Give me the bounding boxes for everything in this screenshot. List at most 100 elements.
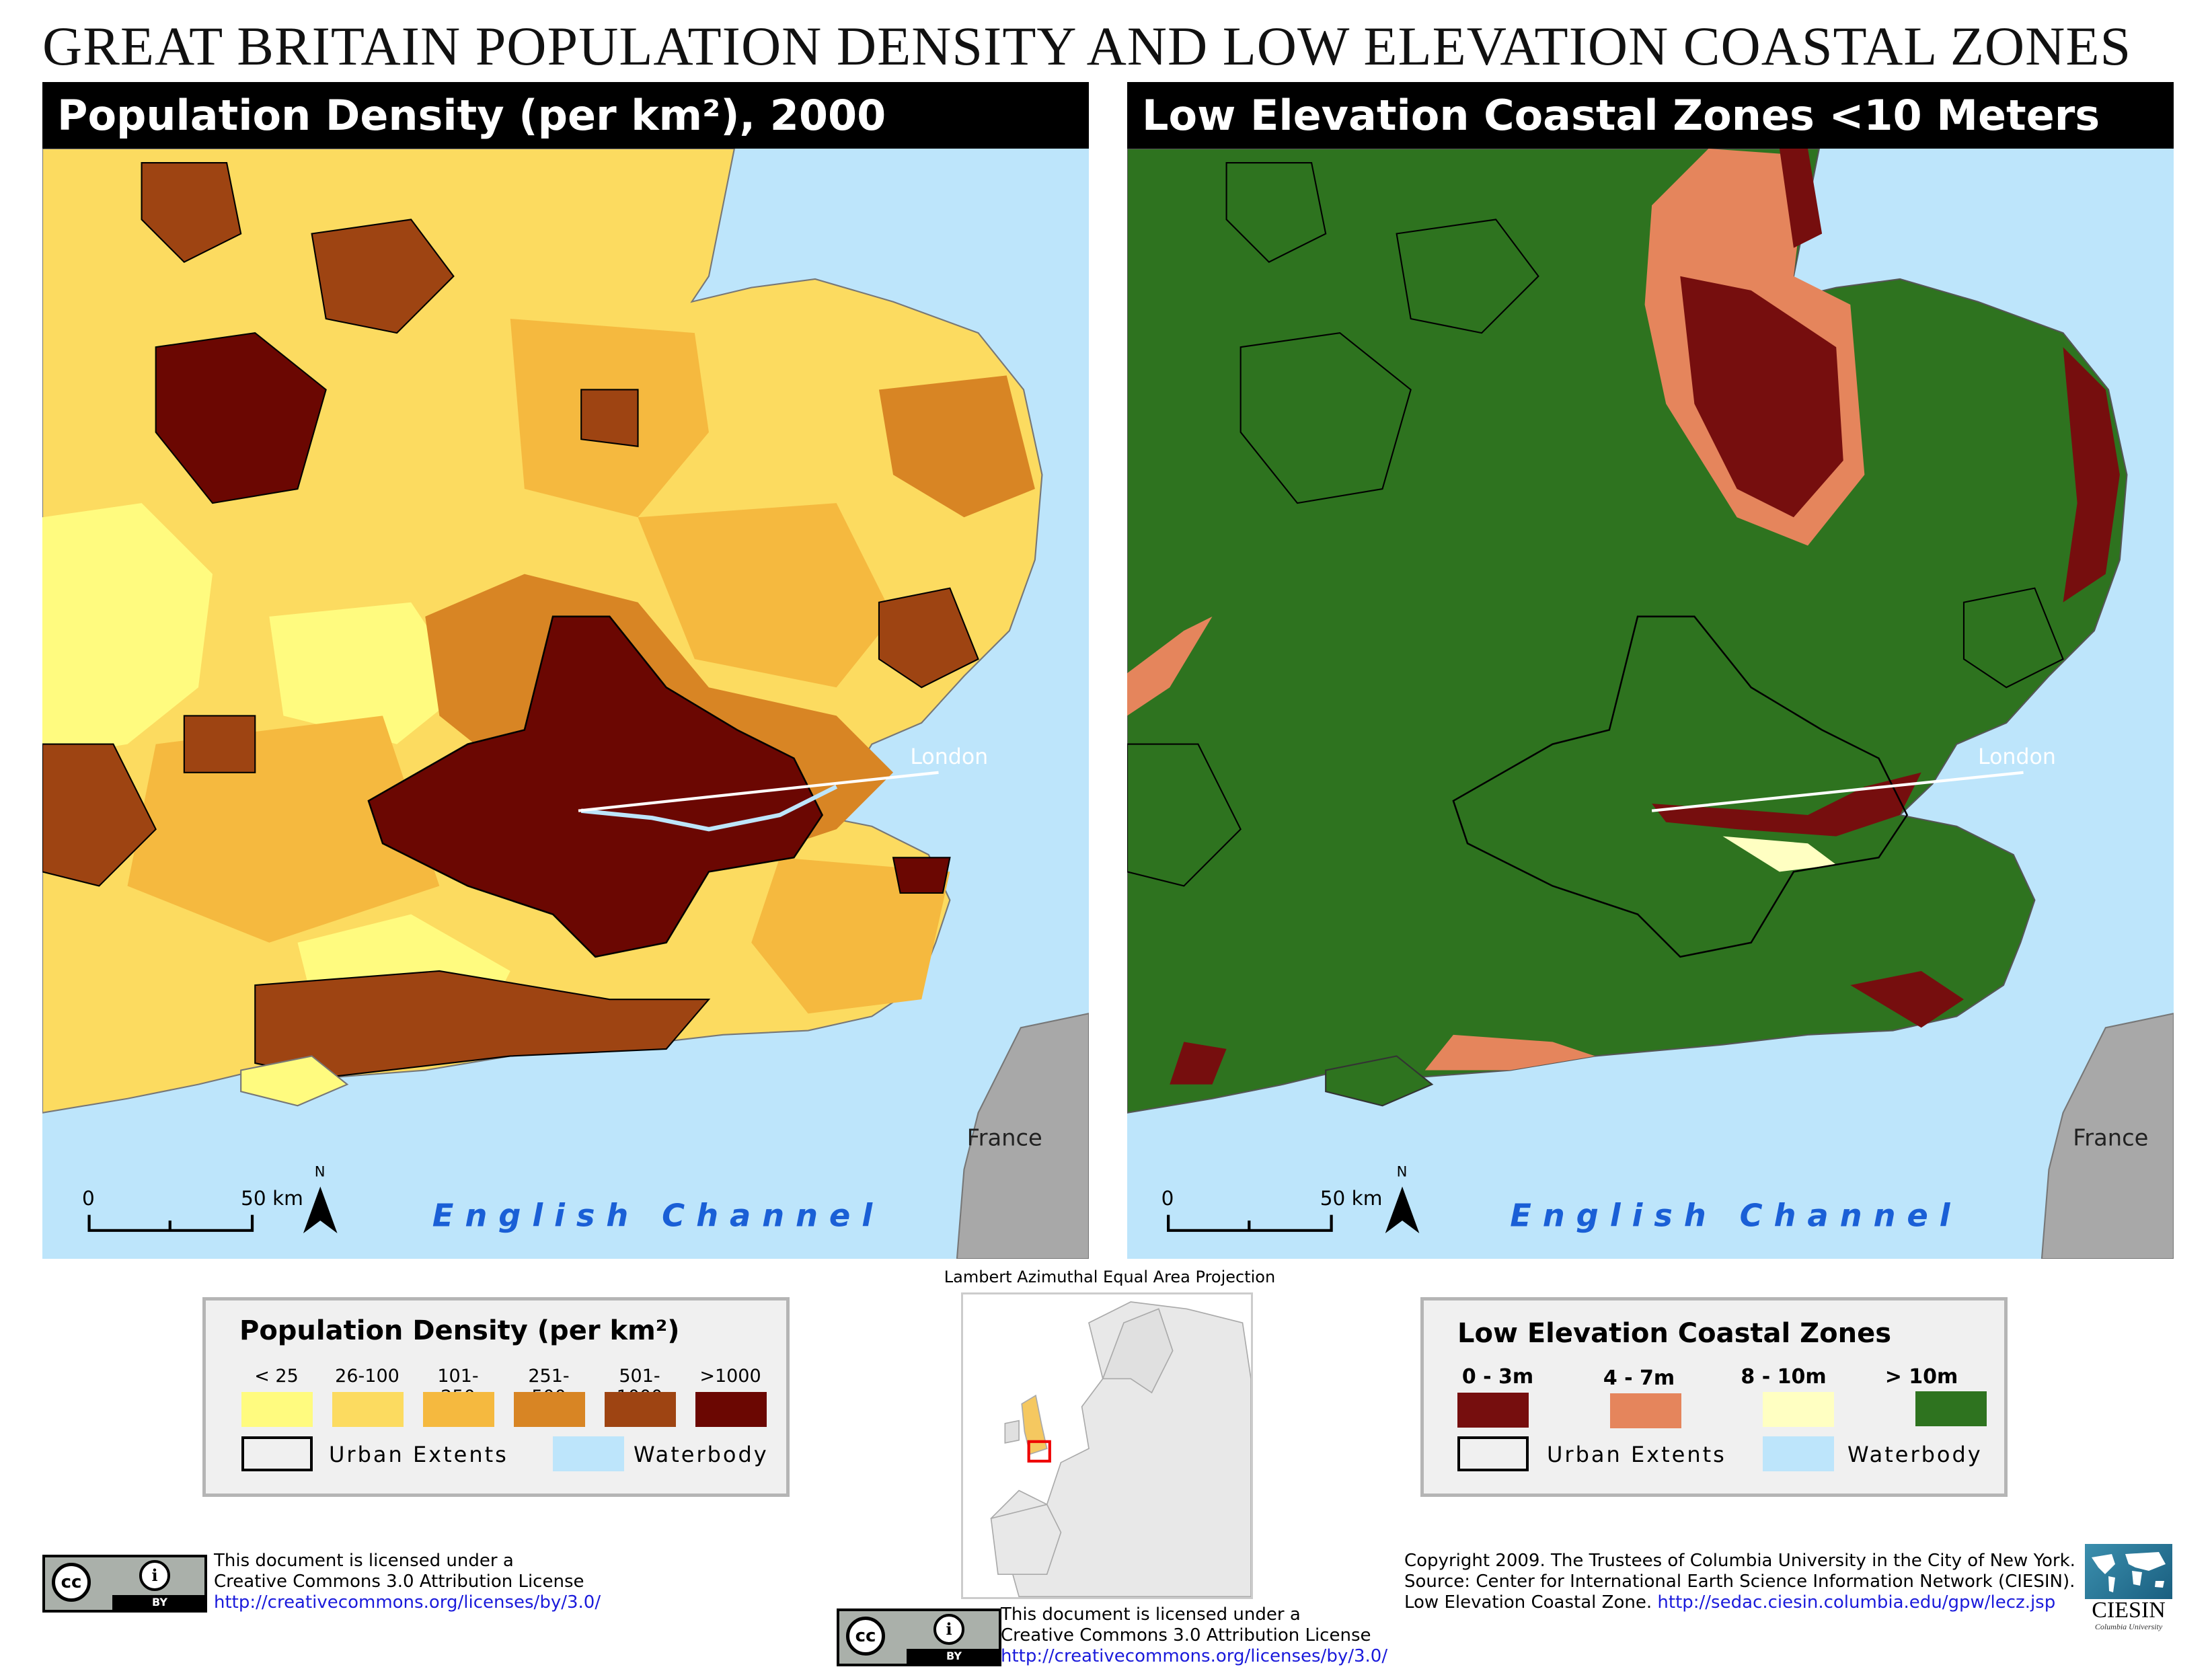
urban-extent bbox=[155, 332, 327, 504]
ciesin-logo: CIESIN Columbia University bbox=[2085, 1544, 2172, 1632]
france-land bbox=[956, 1013, 1089, 1259]
legend-title: Low Elevation Coastal Zones bbox=[1457, 1318, 1892, 1349]
isle-of-wight bbox=[1325, 1055, 1434, 1107]
scale-start: 0 bbox=[82, 1187, 95, 1210]
legend-class-label: 26-100 bbox=[335, 1366, 399, 1387]
cc-by-badge[interactable]: cc i BY bbox=[42, 1555, 207, 1613]
lecz-0-3m-area bbox=[1652, 772, 1921, 837]
thames-river bbox=[580, 785, 838, 832]
legend-swatch-4-7m bbox=[1610, 1393, 1681, 1428]
by-label: BY bbox=[907, 1649, 1001, 1664]
land-gb bbox=[1127, 149, 2128, 1114]
london-leader-line bbox=[578, 771, 939, 812]
urban-extent bbox=[878, 587, 979, 689]
legend-water-swatch bbox=[1763, 1436, 1834, 1471]
cc-icon: cc bbox=[52, 1563, 91, 1602]
urban-extent bbox=[1240, 332, 1412, 504]
legend-water-label: Waterbody bbox=[634, 1442, 769, 1467]
urban-extent bbox=[183, 715, 256, 773]
lecz-0-3m-area bbox=[1680, 276, 1843, 518]
legend-urban-label: Urban Extents bbox=[1547, 1442, 1726, 1467]
license-text: This document is licensed under a Creati… bbox=[1001, 1604, 1387, 1667]
map-title: GREAT BRITAIN POPULATION DENSITY AND LOW… bbox=[42, 15, 2132, 77]
license-line: This document is licensed under a bbox=[1001, 1604, 1301, 1625]
lecz-4-7m-area bbox=[1424, 1034, 1595, 1071]
lecz-0-3m-area bbox=[1127, 616, 1213, 716]
license-text: This document is licensed under a Creati… bbox=[214, 1551, 601, 1613]
license-link[interactable]: http://creativecommons.org/licenses/by/3… bbox=[1001, 1646, 1388, 1666]
low-density-area bbox=[269, 602, 468, 744]
source-line: Source: Center for International Earth S… bbox=[1404, 1572, 2075, 1592]
legend-class-label: > 10m bbox=[1884, 1365, 1958, 1389]
iberia bbox=[990, 1504, 1062, 1575]
france-label: France bbox=[2073, 1124, 2148, 1151]
urban-extent bbox=[1962, 587, 2064, 689]
license-line: This document is licensed under a bbox=[214, 1551, 514, 1571]
attribution-icon: i bbox=[139, 1560, 170, 1591]
lecz-map: London France English Channel 0 50 km N bbox=[1127, 149, 2174, 1259]
legend-swatch-26-100 bbox=[332, 1392, 404, 1427]
cc-by-badge[interactable]: cc i BY bbox=[837, 1608, 1001, 1666]
world-map-icon bbox=[2085, 1544, 2172, 1599]
london-label: London bbox=[1978, 745, 2056, 769]
medium-density-area bbox=[751, 857, 950, 1014]
legend-swatch-gt10m bbox=[1915, 1391, 1987, 1426]
legend-swatch-lt25 bbox=[241, 1392, 313, 1427]
ireland bbox=[1004, 1420, 1020, 1444]
dataset-link[interactable]: http://sedac.ciesin.columbia.edu/gpw/lec… bbox=[1657, 1592, 2056, 1613]
legend-class-label: 4 - 7m bbox=[1603, 1366, 1675, 1390]
credits: Copyright 2009. The Trustees of Columbia… bbox=[1404, 1551, 2075, 1613]
license-link[interactable]: http://creativecommons.org/licenses/by/3… bbox=[214, 1592, 601, 1613]
legend-class-label: 8 - 10m bbox=[1741, 1365, 1827, 1389]
attribution-icon: i bbox=[933, 1614, 964, 1645]
legend-class-label: < 25 bbox=[254, 1366, 299, 1387]
license-line: Creative Commons 3.0 Attribution License bbox=[214, 1572, 584, 1592]
europe-inset-map bbox=[961, 1292, 1253, 1599]
license-line: Creative Commons 3.0 Attribution License bbox=[1001, 1625, 1371, 1645]
legend-swatch-251-500 bbox=[514, 1392, 585, 1427]
north-label: N bbox=[1397, 1163, 1408, 1180]
legend-swatch-101-250 bbox=[423, 1392, 494, 1427]
legend-water-label: Waterbody bbox=[1847, 1442, 1983, 1467]
urban-extent bbox=[1127, 743, 1242, 887]
legend-urban-swatch bbox=[241, 1436, 313, 1471]
france-land bbox=[2041, 1013, 2174, 1259]
legend-urban-swatch bbox=[1457, 1436, 1529, 1471]
english-channel-label: English Channel bbox=[432, 1198, 884, 1234]
north-arrow-icon bbox=[303, 1186, 338, 1234]
legend-title: Population Density (per km²) bbox=[239, 1315, 680, 1346]
by-label: BY bbox=[112, 1595, 207, 1610]
scale-end: 50 km bbox=[1320, 1187, 1383, 1210]
scandinavia bbox=[1102, 1308, 1174, 1394]
london-label: London bbox=[910, 745, 988, 769]
lecz-legend: Low Elevation Coastal Zones 0 - 3m 4 - 7… bbox=[1420, 1297, 2008, 1497]
isle-of-wight bbox=[240, 1055, 349, 1107]
london-leader-line bbox=[1651, 771, 2024, 812]
london-urban-extent bbox=[367, 615, 824, 958]
lecz-8-10m-area bbox=[1722, 836, 1837, 872]
urban-extent bbox=[1225, 162, 1327, 263]
urban-extent bbox=[580, 389, 639, 447]
legend-urban-label: Urban Extents bbox=[329, 1442, 508, 1467]
urban-extent bbox=[1396, 219, 1539, 334]
population-density-map: London France English Channel 0 50 km N bbox=[42, 149, 1089, 1259]
legend-class-label: >1000 bbox=[699, 1366, 761, 1387]
scale-bar bbox=[87, 1214, 254, 1232]
study-area-box bbox=[1027, 1440, 1051, 1463]
north-label: N bbox=[315, 1163, 326, 1180]
projection-label: Lambert Azimuthal Equal Area Projection bbox=[944, 1268, 1276, 1286]
copyright-line: Copyright 2009. The Trustees of Columbia… bbox=[1404, 1551, 2075, 1571]
lecz-0-3m-area bbox=[1850, 970, 1964, 1028]
urban-extent bbox=[141, 162, 242, 263]
low-density-area bbox=[42, 503, 213, 759]
scale-start: 0 bbox=[1161, 1187, 1174, 1210]
high-density-area bbox=[878, 375, 1035, 518]
france-label: France bbox=[967, 1124, 1042, 1151]
legend-swatch-gt1000 bbox=[695, 1392, 767, 1427]
urban-extent bbox=[892, 857, 951, 894]
population-legend: Population Density (per km²) < 25 26-100… bbox=[202, 1297, 790, 1497]
dataset-line: Low Elevation Coastal Zone. bbox=[1404, 1592, 1658, 1613]
logo-subtext: Columbia University bbox=[2094, 1622, 2163, 1631]
legend-water-swatch bbox=[553, 1436, 624, 1471]
left-map-header: Population Density (per km²), 2000 bbox=[42, 82, 1089, 149]
